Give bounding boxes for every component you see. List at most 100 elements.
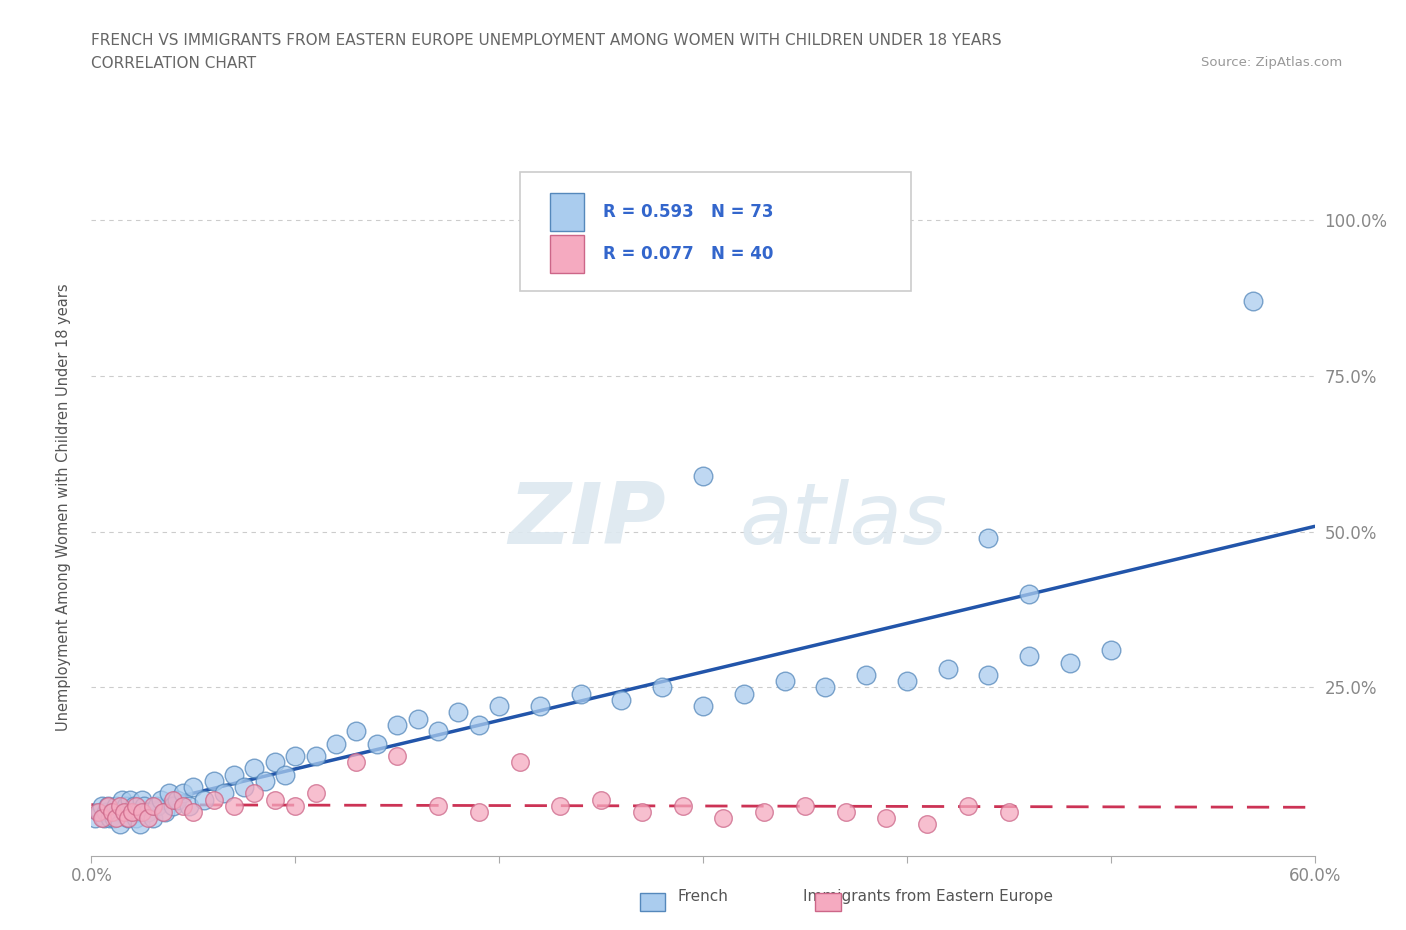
Point [129, 817, 152, 832]
Point [875, 811, 898, 826]
Point [141, 811, 163, 826]
FancyBboxPatch shape [550, 235, 585, 273]
Point [427, 798, 450, 813]
Text: atlas: atlas [740, 479, 948, 563]
Point [1243, 294, 1265, 309]
Point [631, 804, 654, 819]
Point [385, 749, 409, 764]
Point [183, 779, 205, 794]
Point [754, 804, 776, 819]
Point [97, 798, 120, 813]
Point [162, 792, 184, 807]
Point [264, 755, 287, 770]
Point [138, 811, 160, 826]
Point [183, 804, 205, 819]
Point [233, 779, 256, 794]
Point [733, 686, 755, 701]
Point [145, 798, 167, 813]
Point [855, 668, 877, 683]
Point [107, 804, 129, 819]
Point [651, 680, 673, 695]
Point [162, 798, 184, 813]
Point [346, 755, 368, 770]
Point [84, 811, 107, 826]
Point [284, 798, 307, 813]
Point [711, 811, 734, 826]
Point [98, 811, 121, 826]
Point [956, 798, 979, 813]
Point [90, 798, 112, 813]
Point [346, 724, 368, 738]
Point [108, 817, 131, 832]
Point [977, 668, 1000, 683]
Point [127, 804, 149, 819]
Point [202, 792, 225, 807]
Point [835, 804, 858, 819]
Point [166, 792, 188, 807]
Point [172, 786, 194, 801]
Point [1018, 587, 1040, 602]
Point [134, 798, 156, 813]
Point [385, 717, 409, 732]
Point [222, 767, 246, 782]
Point [111, 792, 134, 807]
Point [447, 705, 470, 720]
Point [212, 786, 235, 801]
Point [1018, 649, 1040, 664]
Point [108, 798, 131, 813]
Point [131, 804, 153, 819]
Point [104, 811, 127, 826]
Point [529, 698, 551, 713]
Point [917, 817, 939, 832]
Point [89, 804, 111, 819]
Point [131, 792, 153, 807]
Point [284, 749, 307, 764]
Point [93, 811, 115, 826]
Point [202, 774, 225, 789]
Point [94, 804, 117, 819]
Text: Source: ZipAtlas.com: Source: ZipAtlas.com [1202, 56, 1343, 69]
Point [149, 792, 172, 807]
Point [121, 804, 143, 819]
Point [998, 804, 1021, 819]
Point [117, 811, 139, 826]
Point [610, 693, 633, 708]
Point [793, 798, 815, 813]
Point [591, 792, 613, 807]
Point [773, 673, 796, 688]
Point [1099, 643, 1122, 658]
Point [325, 736, 347, 751]
Point [814, 680, 837, 695]
FancyBboxPatch shape [520, 172, 911, 291]
Point [193, 792, 215, 807]
Text: French: French [678, 889, 728, 904]
Point [90, 811, 112, 826]
Point [692, 469, 714, 484]
Point [172, 798, 194, 813]
Point [157, 786, 180, 801]
Point [896, 673, 918, 688]
FancyBboxPatch shape [550, 193, 585, 232]
Text: ZIP: ZIP [509, 479, 666, 563]
Point [125, 811, 148, 826]
Point [97, 798, 120, 813]
Text: R = 0.077   N = 40: R = 0.077 N = 40 [603, 245, 773, 263]
Point [427, 724, 450, 738]
Point [222, 798, 246, 813]
Point [366, 736, 388, 751]
Point [179, 798, 201, 813]
Point [304, 749, 326, 764]
Point [977, 530, 1000, 545]
Point [509, 755, 531, 770]
Point [1059, 655, 1081, 670]
Point [153, 804, 176, 819]
Point [117, 811, 139, 826]
Point [104, 798, 127, 813]
Point [103, 811, 125, 826]
Text: R = 0.593   N = 73: R = 0.593 N = 73 [603, 203, 773, 221]
Point [936, 661, 959, 676]
Y-axis label: Unemployment Among Women with Children Under 18 years: Unemployment Among Women with Children U… [56, 283, 70, 731]
Point [467, 804, 491, 819]
Point [122, 798, 145, 813]
Point [488, 698, 510, 713]
